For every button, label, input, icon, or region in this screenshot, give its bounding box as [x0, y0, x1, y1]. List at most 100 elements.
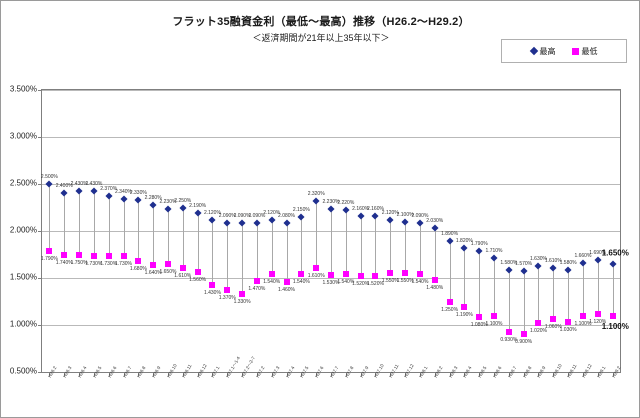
data-label-min: 1.640%	[144, 269, 162, 276]
data-label-min: 1.460%	[278, 286, 296, 293]
data-point-min	[550, 316, 557, 323]
range-stem	[227, 222, 229, 291]
gridline	[42, 278, 620, 279]
data-label-max: 1.650%	[601, 248, 629, 258]
data-label-max: 1.580%	[500, 260, 518, 267]
data-point-min	[76, 251, 83, 258]
x-tick-mark	[79, 372, 81, 376]
data-label-min: 0.930%	[500, 336, 518, 343]
y-axis-tick-label: 2.000%	[9, 225, 37, 235]
data-label-min: 1.480%	[426, 284, 444, 291]
data-label-min: 1.540%	[411, 279, 429, 286]
data-label-max: 2.090%	[411, 212, 429, 219]
x-tick-mark	[360, 372, 362, 376]
data-point-max	[579, 259, 587, 267]
data-label-min: 1.520%	[366, 281, 384, 288]
data-label-min: 1.730%	[115, 261, 132, 268]
y-axis-tick-label: 1.500%	[9, 272, 37, 282]
range-stem	[553, 267, 555, 320]
data-point-min	[224, 287, 231, 294]
y-tick-mark	[38, 278, 42, 279]
data-point-max	[45, 180, 53, 188]
data-label-max: 2.220%	[337, 200, 355, 207]
data-label-min: 1.250%	[441, 306, 459, 313]
data-point-max	[105, 192, 113, 200]
data-point-min	[105, 253, 112, 260]
x-tick-mark	[523, 372, 525, 376]
range-stem	[464, 247, 466, 308]
range-stem	[108, 196, 110, 257]
x-tick-mark	[153, 372, 155, 376]
data-label-min: 0.900%	[515, 339, 533, 346]
data-label-min: 1.060%	[544, 324, 562, 331]
x-tick-mark	[197, 372, 199, 376]
range-stem	[360, 215, 362, 277]
data-label-max: 2.080%	[278, 213, 296, 220]
data-point-max	[460, 244, 468, 252]
data-point-min	[164, 260, 171, 267]
data-label-max: 2.160%	[352, 205, 370, 212]
x-tick-mark	[49, 372, 51, 376]
data-label-max: 2.430%	[70, 180, 88, 187]
y-tick-mark	[38, 372, 42, 373]
gridline	[42, 325, 620, 326]
diamond-marker-icon	[529, 46, 538, 56]
data-point-min	[579, 312, 586, 319]
data-label-max: 1.570%	[515, 261, 533, 268]
x-tick-mark	[301, 372, 303, 376]
data-label-max: 2.120%	[263, 209, 281, 216]
data-point-max	[282, 219, 291, 228]
range-stem	[612, 263, 614, 316]
data-label-max: 2.500%	[40, 174, 58, 180]
data-point-max	[534, 262, 543, 270]
chart-subtitle: ＜返済期間が21年以上35年以下＞	[252, 33, 390, 43]
data-label-min: 1.790%	[40, 255, 58, 262]
range-stem	[49, 184, 51, 251]
data-label-min: 1.740%	[55, 260, 73, 267]
data-point-min	[535, 320, 542, 327]
x-tick-mark	[538, 372, 540, 376]
range-stem	[197, 213, 199, 273]
range-stem	[167, 209, 169, 264]
x-tick-mark	[419, 372, 421, 376]
data-point-min	[150, 261, 157, 268]
range-stem	[123, 199, 125, 257]
x-tick-mark	[612, 372, 614, 376]
data-label-max: 2.430%	[85, 180, 103, 187]
x-tick-mark	[568, 372, 570, 376]
data-label-max: 1.580%	[559, 260, 577, 267]
data-point-min	[372, 273, 379, 280]
data-point-min	[491, 312, 498, 319]
data-point-max	[386, 216, 394, 224]
x-tick-mark	[449, 372, 451, 376]
data-point-max	[342, 206, 350, 214]
x-tick-mark	[390, 372, 392, 376]
data-point-min	[283, 278, 290, 285]
data-label-min: 1.540%	[292, 279, 310, 286]
data-point-max	[253, 218, 261, 227]
data-point-max	[371, 212, 379, 220]
range-stem	[79, 190, 81, 255]
range-stem	[479, 250, 481, 318]
gridline	[42, 90, 620, 91]
range-stem	[494, 258, 496, 316]
gridline	[42, 137, 620, 138]
data-point-max	[164, 205, 172, 213]
data-point-max	[208, 216, 216, 224]
data-label-max: 2.230%	[322, 199, 340, 206]
data-label-max: 2.190%	[189, 203, 207, 210]
data-point-max	[149, 201, 157, 209]
data-point-min	[313, 264, 320, 271]
data-label-min: 1.080%	[470, 322, 488, 329]
plot-area: 2.500% 1.790% 2.400% 1.740% 2.430% 1.750% 2.43…	[38, 89, 629, 376]
x-tick-mark	[242, 372, 244, 376]
data-label-max: 1.630%	[530, 255, 547, 262]
data-label-max: 1.690%	[589, 250, 607, 257]
data-point-min	[194, 269, 201, 276]
data-label-max: 2.100%	[396, 211, 414, 218]
y-tick-mark	[38, 137, 42, 138]
data-point-min	[328, 272, 334, 279]
range-stem	[405, 221, 407, 274]
data-point-max	[609, 260, 617, 268]
